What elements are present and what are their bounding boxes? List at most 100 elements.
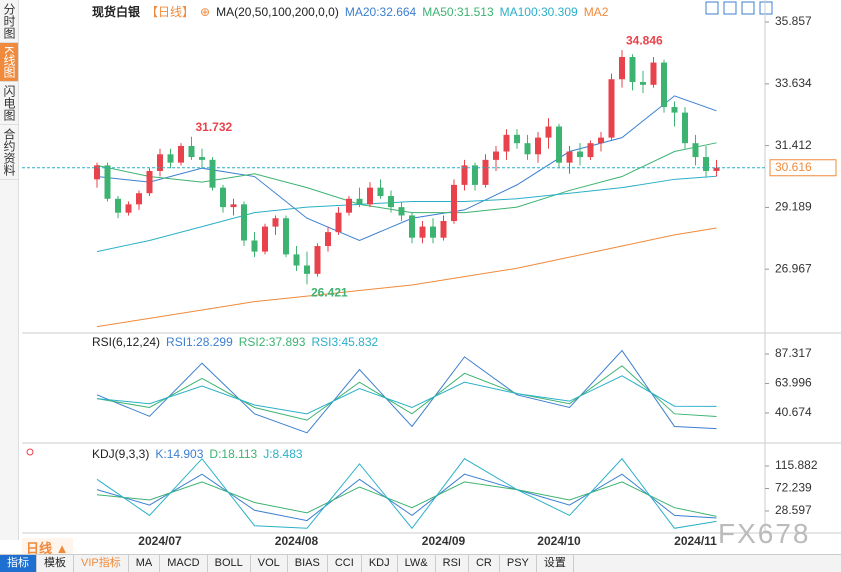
toolbar-item[interactable]: MACD — [160, 555, 208, 572]
y-tick-label: 87.317 — [775, 346, 812, 360]
candle-body — [188, 145, 195, 158]
icon[interactable]: ⊕ — [200, 4, 211, 19]
y-tick-label: 35.857 — [775, 14, 812, 28]
indicator-line — [96, 375, 717, 415]
title: KDJ(9,3,3) — [92, 447, 150, 461]
y-tick-label: 33.634 — [775, 76, 812, 90]
indicator-line — [96, 457, 717, 530]
candle-body — [703, 157, 709, 171]
x-tick-label: 2024/08 — [275, 534, 319, 548]
candle-body — [545, 126, 552, 138]
candle-body — [398, 207, 405, 216]
legend-entry: MA2 — [583, 4, 609, 19]
legend-entry: D:18.113 — [209, 447, 258, 461]
legend-entry: RSI2:37.893 — [238, 335, 306, 349]
toolbar-item[interactable]: CR — [469, 555, 500, 572]
candle-body — [661, 62, 667, 108]
candle-body — [713, 167, 720, 171]
title: RSI(6,12,24) — [92, 335, 161, 349]
title: 现货白银 — [92, 5, 141, 19]
candle-body — [524, 143, 531, 155]
indicator-line — [96, 175, 717, 253]
icon[interactable] — [26, 448, 34, 456]
candle-body — [178, 145, 184, 163]
candle-body — [566, 151, 573, 163]
candle-body — [283, 218, 289, 255]
candle-body — [272, 218, 279, 227]
legend-entry: RSI1:28.299 — [166, 335, 233, 349]
candle-body — [472, 165, 478, 185]
candle-body — [335, 212, 342, 233]
indicator-line — [96, 481, 717, 517]
toolbar-item[interactable]: BIAS — [288, 555, 328, 572]
price-header: 现货白银 【日线】 ⊕ MA(20,50,100,200,0,0) MA20:3… — [92, 3, 608, 20]
candle-body — [314, 246, 321, 274]
watermark: FX678 — [718, 518, 811, 549]
toolbar-item[interactable]: KDJ — [362, 555, 398, 572]
candle-body — [293, 254, 300, 266]
candle-body — [430, 226, 436, 238]
toolbar-item[interactable]: RSI — [436, 555, 469, 572]
candle-body — [377, 187, 384, 196]
candle-body — [241, 204, 247, 241]
candle-body — [482, 159, 489, 185]
y-tick-label: 40.674 — [775, 405, 812, 419]
period-label: 日线 — [26, 541, 53, 556]
sidebar-tab[interactable]: 分时图 — [0, 0, 18, 43]
candle-body — [367, 187, 373, 205]
candle-body — [535, 137, 541, 155]
candle-body — [682, 112, 688, 144]
sidebar-tab[interactable]: 合约资料 — [0, 125, 18, 181]
x-tick-label: 2024/10 — [537, 534, 581, 548]
candle-body — [640, 82, 646, 85]
candle-body — [409, 215, 415, 238]
x-tick-label: 2024/07 — [138, 534, 182, 548]
candle-body — [220, 187, 226, 208]
sidebar-tab[interactable]: 闪电图 — [0, 82, 18, 126]
candle-body — [157, 154, 163, 171]
y-tick-label: 28.597 — [775, 503, 812, 517]
toolbar-item[interactable]: VIP指标 — [74, 555, 129, 572]
candle-body — [115, 198, 121, 213]
toolbar-item[interactable]: MA — [129, 555, 161, 572]
icon[interactable] — [723, 1, 737, 15]
icon[interactable] — [759, 1, 773, 15]
chart: 35.857 33.634 31.412 29.189 26.967 34.846 31.7… — [22, 0, 841, 548]
candle-body — [493, 151, 499, 160]
candle-body — [104, 165, 111, 199]
toolbar-item[interactable]: LW& — [398, 555, 436, 572]
candle-body — [503, 134, 510, 152]
candle-body — [346, 198, 352, 213]
legend-entry: K:14.903 — [155, 447, 204, 461]
sidebar: 分时图 K线图 闪电图 合约资料 — [0, 0, 19, 540]
toolbar-item[interactable]: 指标 — [0, 555, 37, 572]
y-tick-label: 115.882 — [775, 458, 818, 472]
toolbar: 指标 模板 VIP指标 MA MACD BOLL VOL BIAS CCI KDJ LW& RSI CR… — [0, 554, 841, 572]
y-tick-label: 29.189 — [775, 200, 812, 214]
period-selector[interactable]: 日线 ▲ — [22, 538, 73, 557]
price-tag — [769, 159, 837, 177]
legend-entry: RSI3:45.832 — [311, 335, 379, 349]
toolbar-item[interactable]: BOLL — [208, 555, 251, 572]
candle-body — [451, 184, 457, 222]
icon[interactable] — [705, 1, 719, 15]
toolbar-item[interactable]: 模板 — [37, 555, 74, 572]
annotation: 31.732 — [196, 120, 233, 134]
toolbar-item[interactable]: CCI — [328, 555, 362, 572]
legend-entry: MA20:32.664 — [344, 4, 417, 19]
toolbar-item[interactable]: PSY — [500, 555, 537, 572]
candle-body — [146, 170, 153, 194]
candle-body — [692, 143, 699, 158]
price-tag-label: 30.616 — [775, 160, 812, 174]
candle-body — [671, 107, 678, 113]
toolbar-item[interactable]: 设置 — [537, 555, 574, 572]
toolbar-item[interactable]: VOL — [251, 555, 288, 572]
icon[interactable] — [741, 1, 755, 15]
y-tick-label: 72.239 — [775, 481, 812, 495]
indicator: MA(20,50,100,200,0,0) — [216, 4, 339, 19]
sidebar-tab[interactable]: K线图 — [0, 43, 18, 83]
candle-body — [461, 165, 468, 185]
candle-body — [577, 151, 583, 158]
annotation: 26.421 — [311, 286, 348, 300]
